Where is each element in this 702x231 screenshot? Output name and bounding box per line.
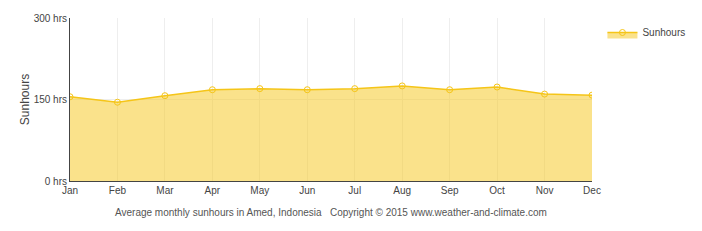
svg-text:0 hrs: 0 hrs <box>45 176 67 187</box>
svg-text:Feb: Feb <box>109 185 127 196</box>
svg-text:Nov: Nov <box>536 185 554 196</box>
svg-text:Oct: Oct <box>489 185 505 196</box>
svg-text:Dec: Dec <box>583 185 601 196</box>
svg-text:Jul: Jul <box>348 185 361 196</box>
svg-text:Average monthly sunhours in Am: Average monthly sunhours in Amed, Indone… <box>115 207 547 218</box>
svg-text:300 hrs: 300 hrs <box>34 13 67 24</box>
svg-text:Apr: Apr <box>205 185 221 196</box>
svg-text:150 hrs: 150 hrs <box>34 94 67 105</box>
svg-text:Jun: Jun <box>299 185 315 196</box>
svg-text:Mar: Mar <box>156 185 174 196</box>
svg-text:May: May <box>250 185 269 196</box>
svg-text:Sep: Sep <box>441 185 459 196</box>
svg-text:Aug: Aug <box>393 185 411 196</box>
svg-text:Sunhours: Sunhours <box>18 74 32 125</box>
svg-text:Jan: Jan <box>62 185 78 196</box>
svg-text:Sunhours: Sunhours <box>642 27 685 38</box>
